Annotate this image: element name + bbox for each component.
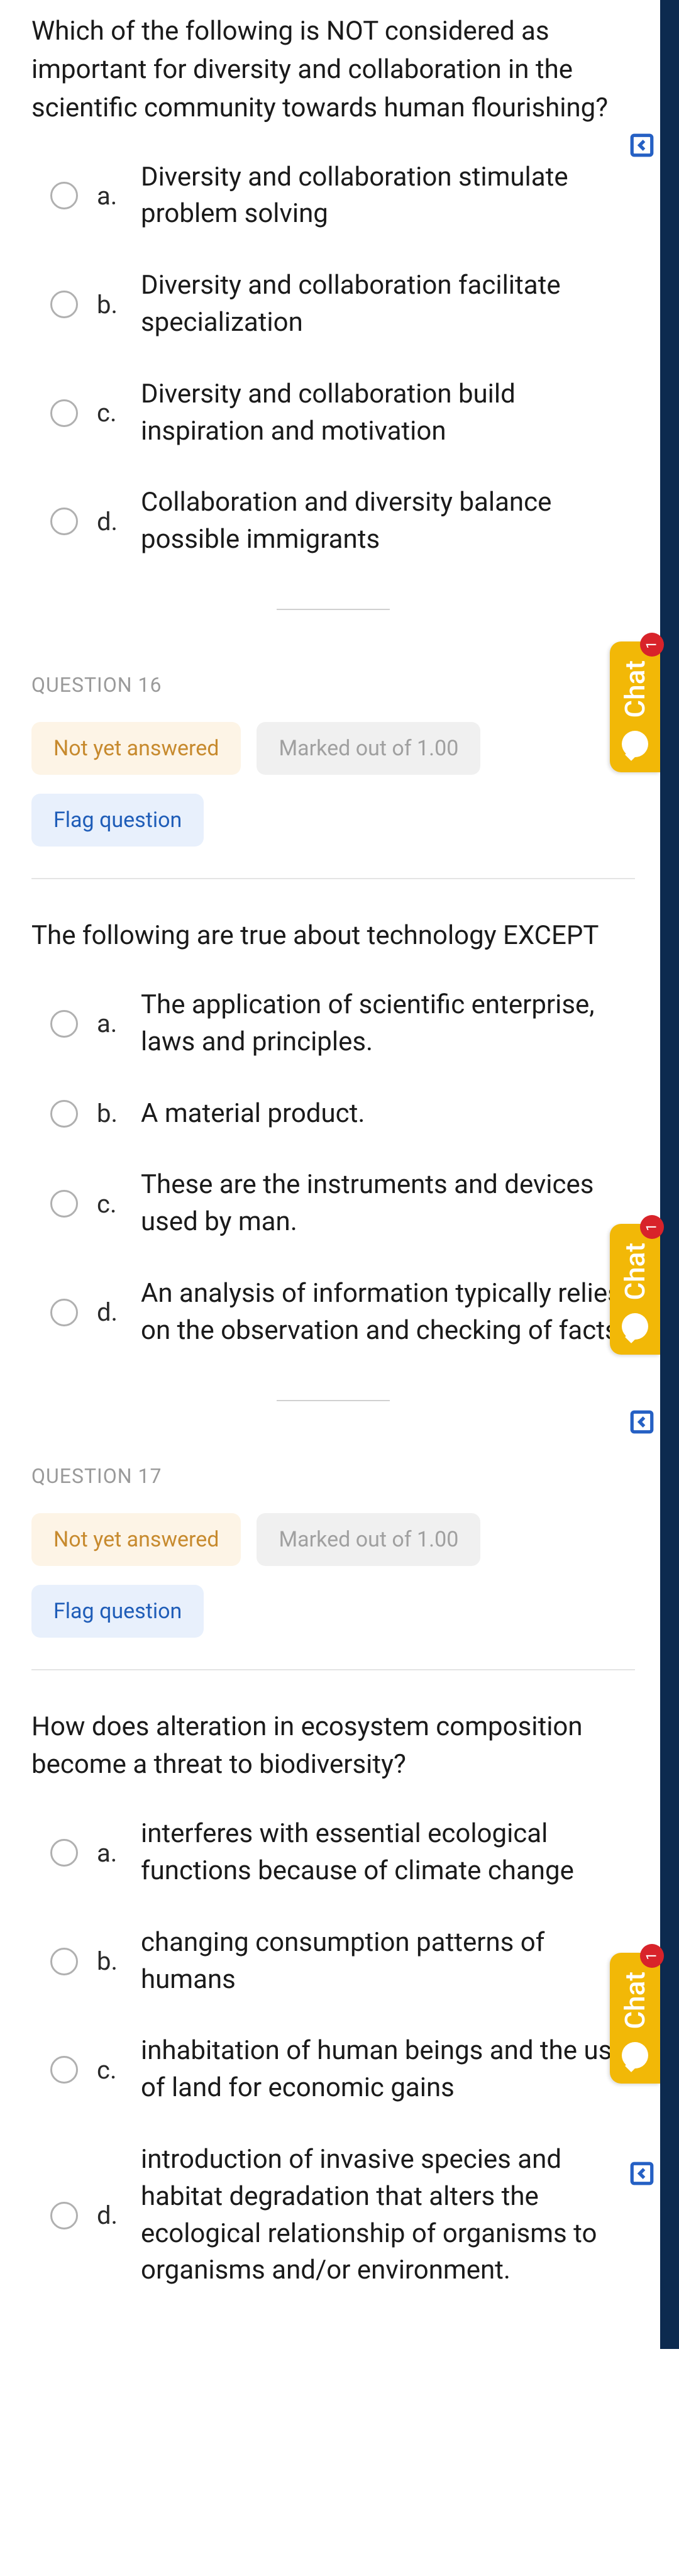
flag-row: Flag question [31,794,635,847]
option-b[interactable]: b. A material product. [50,1096,635,1133]
section-divider [31,1669,635,1670]
question-15-options: a. Diversity and collaboration stimulate… [31,159,635,558]
chat-label: Chat [619,1243,651,1301]
flag-question-button[interactable]: Flag question [31,794,204,847]
status-row: Not yet answered Marked out of 1.00 [31,1513,635,1566]
question-16-text: The following are true about technology … [31,917,635,955]
option-text: An analysis of information typically rel… [141,1275,635,1350]
badge-not-answered: Not yet answered [31,722,241,775]
expand-panel-icon[interactable] [629,132,655,165]
chat-tab[interactable]: 1 Chat [610,1953,660,2084]
option-a[interactable]: a. The application of scientific enterpr… [50,987,635,1061]
option-letter: d. [97,507,122,536]
option-text: A material product. [141,1096,365,1133]
option-a[interactable]: a. interferes with essential ecological … [50,1816,635,1890]
option-letter: b. [97,1099,122,1128]
chat-bubble-icon [622,2042,648,2068]
option-text: introduction of invasive species and hab… [141,2141,635,2289]
right-sidebar [660,0,679,2349]
option-b[interactable]: b. Diversity and collaboration facilitat… [50,267,635,341]
divider [277,609,390,610]
option-letter: c. [97,2055,122,2085]
badge-marked: Marked out of 1.00 [257,722,480,775]
chat-tab[interactable]: 1 Chat [610,641,660,772]
option-letter: a. [97,1009,122,1038]
question-15-text: Which of the following is NOT considered… [31,13,635,128]
page-wrapper: Which of the following is NOT considered… [0,0,679,2349]
chat-label: Chat [619,1972,651,2029]
option-b[interactable]: b. changing consumption patterns of huma… [50,1924,635,1999]
badge-marked: Marked out of 1.00 [257,1513,480,1566]
option-letter: a. [97,181,122,211]
option-c[interactable]: c. These are the instruments and devices… [50,1167,635,1241]
option-a[interactable]: a. Diversity and collaboration stimulate… [50,159,635,233]
option-letter: c. [97,1189,122,1219]
status-row: Not yet answered Marked out of 1.00 [31,722,635,775]
chat-notification-badge: 1 [640,1215,664,1239]
option-letter: d. [97,2201,122,2230]
content-area: Which of the following is NOT considered… [0,0,660,2349]
option-text: The application of scientific enterprise… [141,987,635,1061]
radio-icon[interactable] [50,182,78,209]
radio-icon[interactable] [50,2056,78,2084]
option-letter: a. [97,1838,122,1868]
radio-icon[interactable] [50,2202,78,2229]
radio-icon[interactable] [50,1948,78,1975]
option-d[interactable]: d. introduction of invasive species and … [50,2141,635,2289]
option-text: Diversity and collaboration facilitate s… [141,267,635,341]
radio-icon[interactable] [50,399,78,427]
option-c[interactable]: c. inhabitation of human beings and the … [50,2033,635,2107]
flag-row: Flag question [31,1585,635,1638]
chat-bubble-icon [622,1313,648,1340]
badge-not-answered: Not yet answered [31,1513,241,1566]
chat-tab[interactable]: 1 Chat [610,1224,660,1355]
option-letter: d. [97,1297,122,1327]
option-text: These are the instruments and devices us… [141,1167,635,1241]
chat-bubble-icon [622,731,648,757]
section-divider [31,878,635,879]
option-letter: b. [97,290,122,319]
option-text: Diversity and collaboration stimulate pr… [141,159,635,233]
radio-icon[interactable] [50,1190,78,1218]
option-c[interactable]: c. Diversity and collaboration build ins… [50,376,635,450]
expand-panel-icon[interactable] [629,1409,655,1442]
option-d[interactable]: d. Collaboration and diversity balance p… [50,484,635,558]
question-17-label: QUESTION 17 [31,1464,635,1488]
option-d[interactable]: d. An analysis of information typically … [50,1275,635,1350]
radio-icon[interactable] [50,1100,78,1128]
question-17-options: a. interferes with essential ecological … [31,1816,635,2289]
chat-notification-badge: 1 [640,633,664,657]
option-letter: b. [97,1946,122,1976]
option-letter: c. [97,398,122,428]
radio-icon[interactable] [50,1839,78,1867]
option-text: Diversity and collaboration build inspir… [141,376,635,450]
expand-panel-icon[interactable] [629,2160,655,2194]
radio-icon[interactable] [50,1299,78,1326]
question-16-label: QUESTION 16 [31,673,635,697]
radio-icon[interactable] [50,291,78,318]
option-text: inhabitation of human beings and the use… [141,2033,635,2107]
chat-label: Chat [619,660,651,718]
option-text: interferes with essential ecological fun… [141,1816,635,1890]
divider [277,1400,390,1401]
question-17-text: How does alteration in ecosystem composi… [31,1708,635,1785]
radio-icon[interactable] [50,1010,78,1038]
option-text: changing consumption patterns of humans [141,1924,635,1999]
question-16-options: a. The application of scientific enterpr… [31,987,635,1350]
radio-icon[interactable] [50,508,78,535]
chat-notification-badge: 1 [640,1944,664,1968]
flag-question-button[interactable]: Flag question [31,1585,204,1638]
option-text: Collaboration and diversity balance poss… [141,484,635,558]
